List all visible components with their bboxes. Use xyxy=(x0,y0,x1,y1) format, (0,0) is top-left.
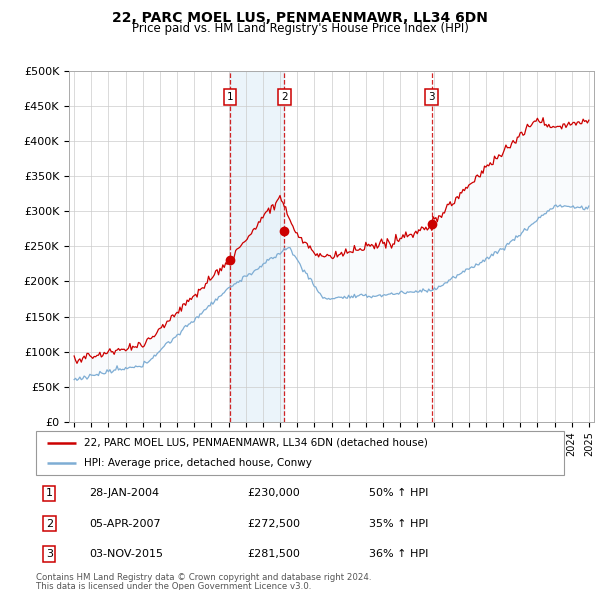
Text: Contains HM Land Registry data © Crown copyright and database right 2024.: Contains HM Land Registry data © Crown c… xyxy=(36,573,371,582)
Text: 03-NOV-2015: 03-NOV-2015 xyxy=(89,549,163,559)
Text: 2: 2 xyxy=(46,519,53,529)
Text: This data is licensed under the Open Government Licence v3.0.: This data is licensed under the Open Gov… xyxy=(36,582,311,590)
Text: £281,500: £281,500 xyxy=(247,549,300,559)
Text: HPI: Average price, detached house, Conwy: HPI: Average price, detached house, Conw… xyxy=(83,458,311,468)
Text: 3: 3 xyxy=(428,92,435,102)
Text: 22, PARC MOEL LUS, PENMAENMAWR, LL34 6DN: 22, PARC MOEL LUS, PENMAENMAWR, LL34 6DN xyxy=(112,11,488,25)
Text: 35% ↑ HPI: 35% ↑ HPI xyxy=(368,519,428,529)
Text: £230,000: £230,000 xyxy=(247,489,300,499)
Text: 3: 3 xyxy=(46,549,53,559)
Text: 22, PARC MOEL LUS, PENMAENMAWR, LL34 6DN (detached house): 22, PARC MOEL LUS, PENMAENMAWR, LL34 6DN… xyxy=(83,438,427,448)
Text: Price paid vs. HM Land Registry's House Price Index (HPI): Price paid vs. HM Land Registry's House … xyxy=(131,22,469,35)
Text: £272,500: £272,500 xyxy=(247,519,300,529)
Text: 2: 2 xyxy=(281,92,288,102)
Text: 1: 1 xyxy=(227,92,233,102)
Text: 50% ↑ HPI: 50% ↑ HPI xyxy=(368,489,428,499)
Text: 05-APR-2007: 05-APR-2007 xyxy=(89,519,160,529)
Text: 1: 1 xyxy=(46,489,53,499)
Text: 28-JAN-2004: 28-JAN-2004 xyxy=(89,489,159,499)
Text: 36% ↑ HPI: 36% ↑ HPI xyxy=(368,549,428,559)
FancyBboxPatch shape xyxy=(36,431,564,475)
